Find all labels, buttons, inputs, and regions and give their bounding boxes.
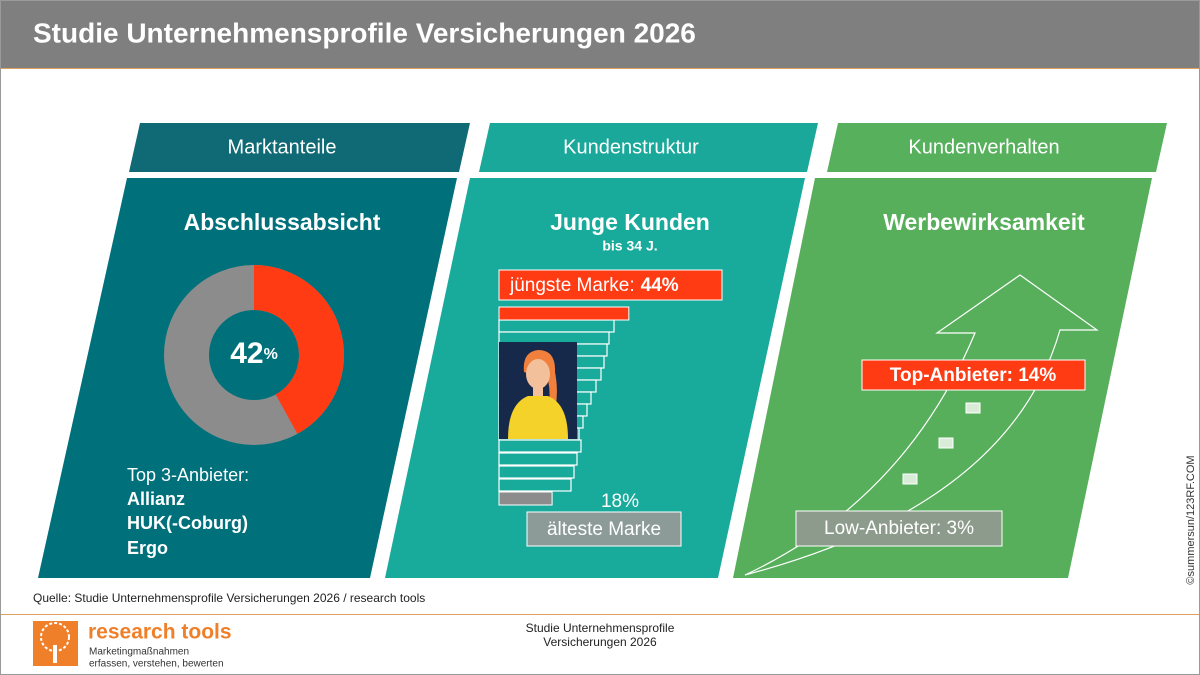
stair-bar [498, 319, 615, 333]
arrow-step [965, 402, 981, 414]
tab-background [827, 123, 1167, 172]
panel-heading: Werbewirksamkeit [883, 209, 1085, 235]
list-title: Top 3-Anbieter: [127, 465, 249, 485]
logo-tagline: erfassen, verstehen, bewerten [89, 659, 224, 670]
donut-unit: % [264, 346, 278, 363]
tab-background [129, 123, 470, 172]
tab-label: Marktanteile [228, 136, 337, 158]
source-note: Quelle: Studie Unternehmensprofile Versi… [33, 591, 425, 605]
logo-tree-trunk [53, 645, 57, 663]
panel-heading: Abschlussabsicht [184, 209, 381, 235]
logo-icon [33, 621, 78, 666]
list-item: Allianz [127, 489, 185, 509]
oldest-label: älteste Marke [547, 519, 661, 540]
shirt [508, 396, 568, 439]
stair-bar [498, 439, 582, 453]
list-item: Ergo [127, 538, 168, 558]
label-box [526, 511, 682, 547]
oldest-value: 18% [601, 491, 639, 512]
list-item: HUK(-Coburg) [127, 513, 248, 533]
oldest-bar [498, 491, 553, 506]
tab-label: Kundenverhalten [908, 136, 1059, 158]
footer-center: Versicherungen 2026 [543, 635, 657, 649]
youngest-bar [498, 306, 630, 321]
label-box [795, 510, 1003, 547]
panel-heading: Junge Kunden [550, 209, 710, 235]
low-label: Low-Anbieter: 3% [824, 518, 974, 539]
youngest-label: jüngste Marke: 44% [509, 275, 679, 296]
stair-bar [498, 478, 572, 492]
arrow-step [902, 473, 918, 485]
slide-title: Studie Unternehmensprofile Versicherunge… [33, 17, 696, 48]
title-bar [1, 1, 1199, 68]
youngest-text: jüngste Marke: [509, 275, 635, 296]
donut-share [254, 265, 344, 434]
tab-label: Kundenstruktur [563, 136, 699, 158]
donut [164, 265, 344, 445]
logo-tagline: Marketingmaßnahmen [89, 647, 189, 658]
person-image [499, 342, 577, 439]
neck [533, 386, 543, 396]
donut-value: 42 [230, 337, 263, 370]
youngest-value: 44% [641, 275, 679, 296]
top-label: Top-Anbieter: 14% [890, 365, 1057, 386]
label-box [498, 269, 723, 301]
arrow-step [938, 437, 954, 449]
donut-label: 42% [230, 337, 278, 370]
image-credit: ©summersun/123RF.COM [1185, 455, 1197, 584]
face [526, 359, 550, 389]
logo-name: research tools [88, 621, 232, 644]
stair-bar [498, 465, 575, 479]
footer-center: Studie Unternehmensprofile [526, 621, 675, 635]
panel-subheading: bis 34 J. [602, 238, 657, 254]
panel-background [38, 178, 457, 578]
label-box [861, 359, 1086, 391]
end-bars [498, 306, 630, 506]
stair-bar [498, 452, 578, 466]
tab-background [479, 123, 818, 172]
